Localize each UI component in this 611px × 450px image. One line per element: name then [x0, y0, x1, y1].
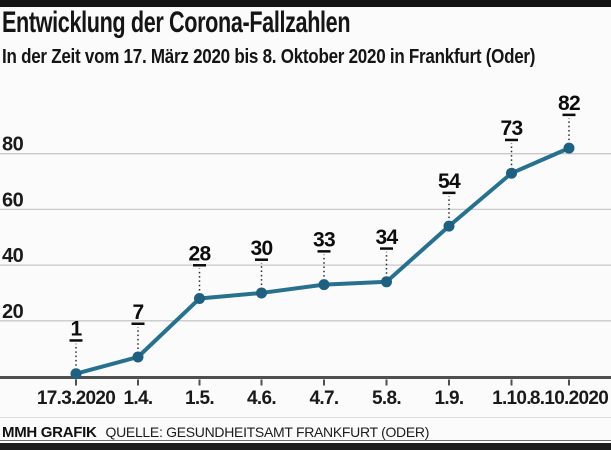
- x-axis-tick-label: 17.3.2020: [37, 388, 115, 409]
- chart-subtitle: In der Zeit vom 17. März 2020 bis 8. Okt…: [2, 46, 536, 68]
- x-axis-tick-label: 1.5.: [185, 388, 214, 409]
- data-point: [381, 276, 392, 288]
- value-label: 30: [251, 237, 273, 260]
- data-point: [256, 287, 267, 299]
- value-label: 82: [558, 92, 580, 115]
- data-point: [70, 368, 82, 380]
- data-point: [506, 167, 517, 179]
- x-axis-tick-label: 8.10.2020: [530, 388, 608, 409]
- x-axis-tick-label: 4.6.: [247, 388, 276, 409]
- y-axis-tick-label: 40: [2, 245, 24, 267]
- x-axis-tick-label: 1.4.: [124, 388, 153, 409]
- value-label-underline: [69, 339, 83, 342]
- x-axis-tick-label: 4.7.: [310, 388, 339, 409]
- data-point: [194, 293, 205, 305]
- footer-bottom-rule: [0, 440, 611, 441]
- value-label: 33: [313, 229, 335, 252]
- value-label-underline: [380, 247, 393, 250]
- y-axis-tick-label: 20: [2, 301, 24, 323]
- data-point: [563, 142, 575, 154]
- value-label-underline: [562, 113, 576, 117]
- value-label-underline: [442, 191, 456, 195]
- value-label: 73: [501, 117, 523, 140]
- y-axis-tick-label: 60: [2, 189, 24, 211]
- value-label-underline: [193, 264, 206, 267]
- value-label-underline: [505, 138, 518, 142]
- value-label: 1: [71, 318, 83, 341]
- value-label: 28: [189, 243, 212, 266]
- x-axis-tick-label: 1.9.: [435, 388, 464, 409]
- value-label: 7: [133, 301, 144, 324]
- series-line: [74, 146, 571, 376]
- data-point: [443, 220, 455, 232]
- chart-title: Entwicklung der Corona-Fallzahlen: [2, 6, 351, 39]
- value-label: 54: [438, 170, 461, 193]
- value-label: 34: [376, 226, 399, 249]
- source-label: QUELLE: GESUNDHEITSAMT FRANKFURT (ODER): [105, 424, 430, 440]
- x-axis-tick-label: 1.10.: [492, 388, 531, 409]
- value-label-underline: [317, 250, 331, 253]
- y-axis-tick-label: 80: [2, 134, 24, 156]
- bottom-rule: [0, 443, 611, 450]
- credit-label: MMH GRAFIK: [2, 424, 97, 441]
- value-label-underline: [131, 322, 145, 326]
- data-point: [318, 279, 330, 291]
- data-point: [132, 351, 144, 363]
- x-axis-tick-label: 5.8.: [372, 388, 401, 409]
- footer-top-rule: [0, 417, 611, 418]
- footer: MMH GRAFIK QUELLE: GESUNDHEITSAMT FRANKF…: [2, 424, 429, 441]
- top-rule: [0, 0, 611, 7]
- value-label-underline: [255, 258, 268, 261]
